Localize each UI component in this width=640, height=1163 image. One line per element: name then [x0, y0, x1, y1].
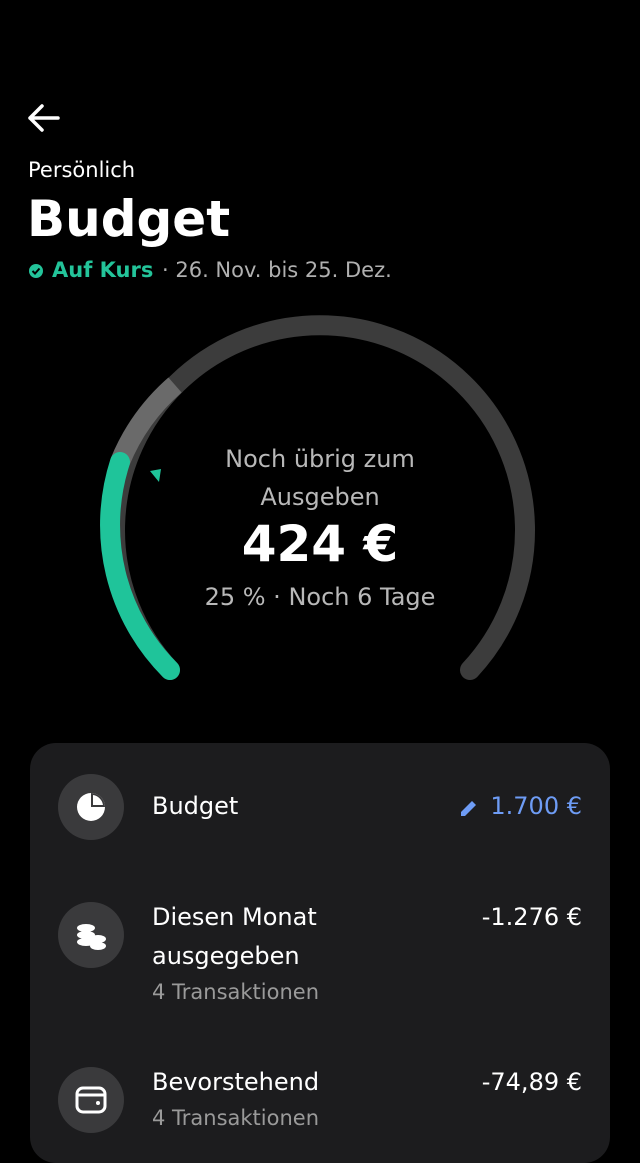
icon-glyph	[77, 793, 105, 821]
row-label: Bevorstehend	[152, 1068, 320, 1096]
status: Auf Kurs	[52, 258, 154, 282]
period: · 26. Nov. bis 25. Dez.	[162, 258, 392, 282]
back-arrow[interactable]	[28, 104, 60, 132]
row-sub: 4 Transaktionen	[152, 980, 320, 1004]
gauge-caption: Noch übrig zum Ausgeben	[225, 445, 415, 511]
row-value: -74,89 €	[481, 1068, 582, 1096]
gauge-elapsed	[110, 377, 182, 466]
title: Budget	[27, 190, 231, 248]
gauge-detail: 25 % · Noch 6 Tage	[204, 583, 436, 611]
spent-icon	[58, 902, 124, 968]
row-sub: 4 Transaktionen	[152, 1106, 320, 1130]
row-value[interactable]: 1.700 €	[490, 792, 582, 820]
gauge-amount: 424 €	[241, 515, 399, 573]
budget-icon	[58, 774, 124, 840]
upcoming-icon	[58, 1067, 124, 1133]
gauge-marker	[150, 469, 161, 482]
subtitle: Persönlich	[28, 158, 136, 182]
icon-glyph	[75, 1086, 107, 1114]
row-label: Budget	[152, 792, 239, 820]
graphics	[28, 104, 535, 680]
status-check	[31, 267, 41, 275]
row-value: -1.276 €	[481, 903, 582, 931]
edit-icon[interactable]	[458, 797, 480, 819]
row-label: Diesen Monat ausgegeben	[152, 903, 317, 970]
screen: Persönlich Budget Auf Kurs · 26. Nov. bi…	[27, 104, 610, 1163]
icon-glyph	[77, 924, 106, 950]
summary-card: Budget 1.700 € Diesen Monat ausgegeben -…	[30, 743, 610, 1163]
gauge-spent	[100, 452, 180, 680]
